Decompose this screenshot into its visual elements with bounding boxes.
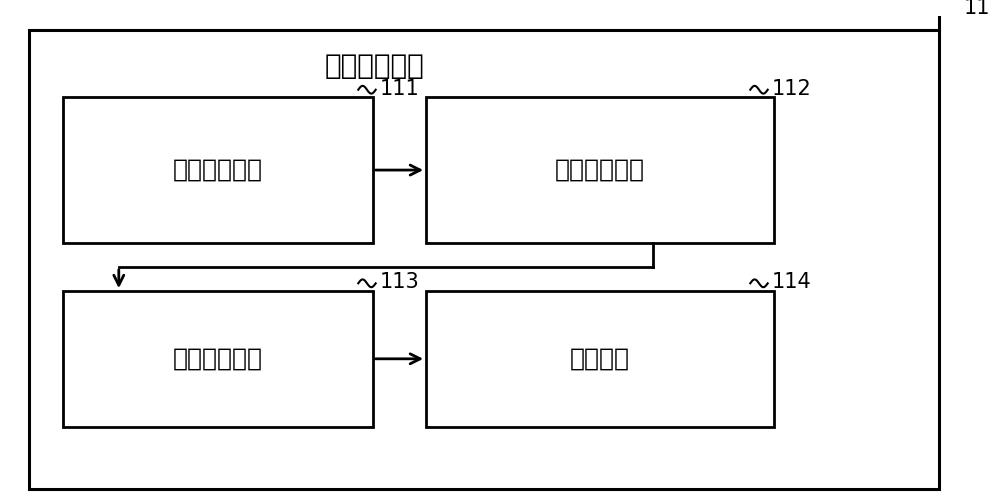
- Bar: [63, 97, 373, 242]
- Text: 触发信号模块: 触发信号模块: [173, 347, 263, 371]
- Text: 功能数据模块: 功能数据模块: [173, 158, 263, 182]
- Text: 数据提取模块: 数据提取模块: [555, 158, 645, 182]
- Text: 扩展数据模块: 扩展数据模块: [325, 52, 425, 81]
- Bar: [63, 291, 373, 426]
- Text: 112: 112: [772, 79, 811, 99]
- Text: 选项模块: 选项模块: [570, 347, 630, 371]
- Bar: [426, 291, 774, 426]
- Bar: [426, 97, 774, 242]
- Text: 113: 113: [380, 272, 419, 292]
- Text: 114: 114: [772, 272, 811, 292]
- Text: 11: 11: [963, 0, 990, 19]
- Text: 111: 111: [380, 79, 419, 99]
